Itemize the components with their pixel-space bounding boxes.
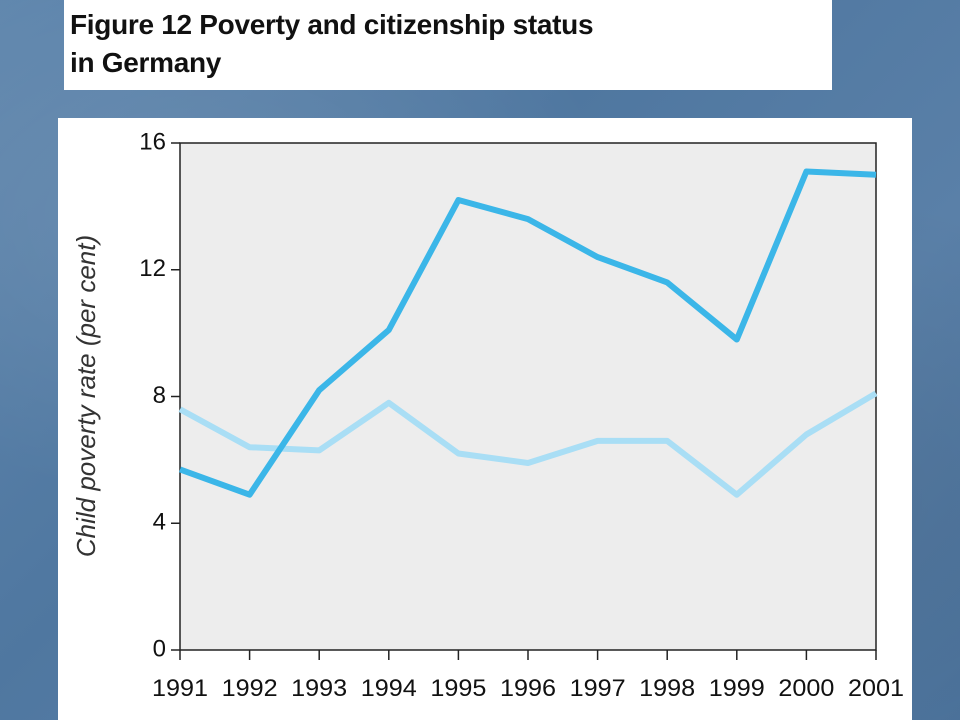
- line-chart: Child poverty rate (per cent) 0 4 8 12 16 19…: [71, 128, 904, 702]
- x-tick-label: 1995: [430, 675, 486, 702]
- series-line-light: [178, 390, 878, 498]
- y-axis: 0 4 8 12 16: [139, 128, 180, 662]
- series-lines: [178, 168, 878, 498]
- series-line-dark: [178, 168, 877, 498]
- x-tick-label: 1996: [500, 675, 556, 702]
- title-line-1: Figure 12 Poverty and citizenship status: [70, 9, 594, 40]
- x-tick-label: 1999: [709, 675, 765, 702]
- y-tick-label: 0: [153, 635, 166, 662]
- slide-title: Figure 12 Poverty and citizenship status…: [70, 6, 810, 82]
- x-tick-label: 2000: [778, 675, 834, 702]
- y-tick-label: 8: [153, 382, 166, 409]
- x-axis: 1991 1992 1993 1994 1995 1996 1997 1998 1999 2000…: [152, 650, 904, 702]
- x-tick-label: 1997: [570, 675, 626, 702]
- y-tick-label: 16: [139, 128, 166, 155]
- chart-panel: Child poverty rate (per cent) 0 4 8 12 16 19…: [58, 118, 912, 720]
- title-box: Figure 12 Poverty and citizenship status…: [64, 0, 832, 90]
- x-tick-label: 1991: [152, 675, 208, 702]
- y-axis-label: Child poverty rate (per cent): [71, 235, 101, 557]
- x-tick-label: 2001: [848, 675, 904, 702]
- plot-area: [179, 142, 877, 651]
- title-line-2: in Germany: [70, 47, 222, 78]
- x-tick-label: 1998: [639, 675, 695, 702]
- x-tick-label: 1992: [222, 675, 278, 702]
- y-tick-label: 4: [153, 509, 166, 536]
- x-tick-label: 1993: [291, 675, 347, 702]
- y-tick-label: 12: [139, 255, 166, 282]
- x-tick-label: 1994: [361, 675, 417, 702]
